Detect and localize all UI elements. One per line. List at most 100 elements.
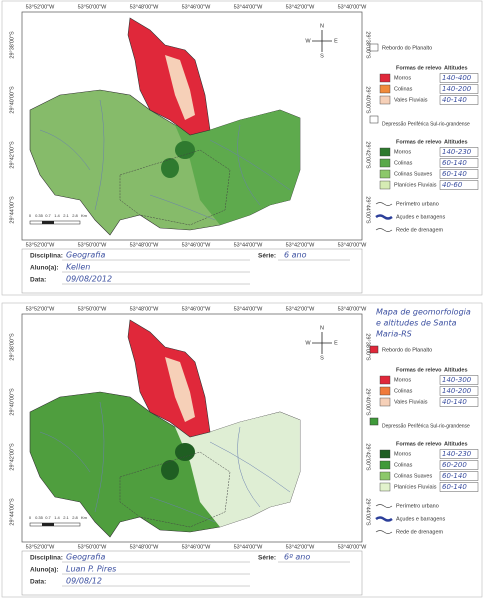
scale-label: 2.1	[63, 515, 69, 520]
altitude-box	[439, 397, 479, 407]
longitude-label: 53°50'00"W	[78, 306, 108, 312]
compass-letter: S	[320, 53, 324, 59]
altitude-value: 140-230	[442, 148, 472, 156]
compass-letter: N	[320, 325, 324, 331]
legend-heading: Formas de relevo	[396, 441, 442, 447]
legend-swatch	[369, 43, 379, 52]
scale-label: 2.8	[72, 213, 78, 218]
latitude-label: 29°38'00"S	[365, 333, 371, 361]
compass-letter: E	[334, 38, 338, 44]
longitude-label: 53°40'00"W	[338, 4, 368, 10]
form-value: 09/08/2012	[66, 275, 112, 284]
form-value: 09/08/12	[66, 577, 102, 586]
latitude-label: 29°40'00"S	[9, 388, 15, 416]
altitude-value: 140-300	[442, 376, 472, 384]
legend-label: Planícies Fluviais	[394, 182, 437, 188]
legend-label: Perímetro urbano	[396, 503, 439, 509]
altitude-box	[439, 158, 479, 168]
scale-label: Km	[81, 213, 88, 218]
longitude-label: 53°46'00"W	[182, 242, 212, 248]
altitude-value: 40-60	[442, 181, 463, 189]
longitude-label: 53°48'00"W	[130, 544, 160, 550]
altitude-box	[439, 169, 479, 179]
altitude-value: 60-140	[442, 170, 467, 178]
legend-swatch	[379, 449, 391, 459]
form-label: Disciplina:	[30, 555, 63, 562]
legend-swatch	[379, 147, 391, 157]
legend-swatch	[379, 386, 391, 396]
altitude-box	[439, 84, 479, 94]
drainage-line	[209, 441, 291, 493]
scale-label: 1.4	[54, 213, 60, 218]
longitude-label: 53°44'00"W	[234, 544, 264, 550]
legend-swatch	[379, 375, 391, 385]
drainage-line	[39, 129, 91, 171]
altitude-box	[439, 386, 479, 396]
latitude-label: 29°44'00"S	[9, 498, 15, 526]
legend-label: Colinas	[394, 388, 413, 394]
legend-label: Depressão Periférica Sul-rio-grandense	[382, 423, 470, 429]
drainage-line	[94, 401, 105, 513]
legend-swatch	[379, 158, 391, 168]
legend-heading: Altitudes	[444, 367, 468, 373]
form-label: Série:	[258, 555, 276, 562]
hand-title: e altitudes de Santa	[376, 319, 457, 328]
drainage-line	[237, 124, 261, 206]
legend-label: Morros	[394, 149, 411, 155]
legend-symbol	[375, 214, 393, 220]
form-value: Kellen	[66, 263, 90, 272]
drainage-line	[149, 194, 216, 221]
scale-bar	[42, 523, 54, 526]
latitude-label: 29°40'00"S	[9, 86, 15, 114]
longitude-label: 53°52'00"W	[26, 242, 56, 248]
legend-heading: Formas de relevo	[396, 139, 442, 145]
scale-bar	[29, 220, 81, 225]
legend-label: Perímetro urbano	[396, 201, 439, 207]
legend-heading: Formas de relevo	[396, 65, 442, 71]
form-label: Aluno(a):	[30, 265, 59, 272]
legend-label: Açudes e barragens	[396, 214, 445, 220]
longitude-label: 53°42'00"W	[286, 4, 316, 10]
compass-letter: S	[320, 355, 324, 361]
hand-title: Maria-RS	[376, 330, 412, 339]
form-label: Data:	[30, 277, 46, 284]
altitude-value: 140-200	[442, 85, 472, 93]
latitude-label: 29°42'00"S	[9, 141, 15, 169]
longitude-label: 53°50'00"W	[78, 242, 108, 248]
legend-label: Colinas	[394, 160, 413, 166]
scale-label: 0	[29, 515, 32, 520]
drainage-line	[149, 496, 216, 523]
latitude-label: 29°44'00"S	[365, 498, 371, 526]
form-value: 6º ano	[284, 553, 310, 562]
longitude-label: 53°44'00"W	[234, 306, 264, 312]
latitude-label: 29°44'00"S	[365, 196, 371, 224]
scale-bar	[29, 522, 81, 527]
legend-swatch	[379, 460, 391, 470]
legend-swatch	[379, 169, 391, 179]
morro-area	[161, 460, 179, 480]
legend-swatch	[369, 115, 379, 124]
vale-area	[165, 55, 195, 120]
longitude-label: 53°48'00"W	[130, 306, 160, 312]
latitude-label: 29°40'00"S	[365, 388, 371, 416]
longitude-label: 53°48'00"W	[130, 4, 160, 10]
legend-label: Colinas Suaves	[394, 473, 432, 479]
form-box	[21, 248, 363, 294]
altitude-value: 40-140	[442, 96, 467, 104]
drainage-line	[237, 426, 261, 508]
legend-heading: Altitudes	[444, 139, 468, 145]
longitude-label: 53°52'00"W	[26, 544, 56, 550]
legend-label: Rede de drenagem	[396, 529, 444, 535]
form-value: 6 ano	[284, 251, 307, 260]
legend-label: Rebordo do Planalto	[382, 347, 432, 353]
legend-label: Vales Fluviais	[394, 399, 428, 405]
colinas-suaves-area	[175, 412, 300, 527]
legend-label: Morros	[394, 377, 411, 383]
altitude-box	[439, 449, 479, 459]
latitude-label: 29°42'00"S	[365, 141, 371, 169]
scale-label: 2.8	[72, 515, 78, 520]
altitude-value: 140-230	[442, 450, 472, 458]
vale-area	[165, 357, 195, 422]
drainage-line	[94, 99, 105, 211]
legend-swatch	[379, 95, 391, 105]
